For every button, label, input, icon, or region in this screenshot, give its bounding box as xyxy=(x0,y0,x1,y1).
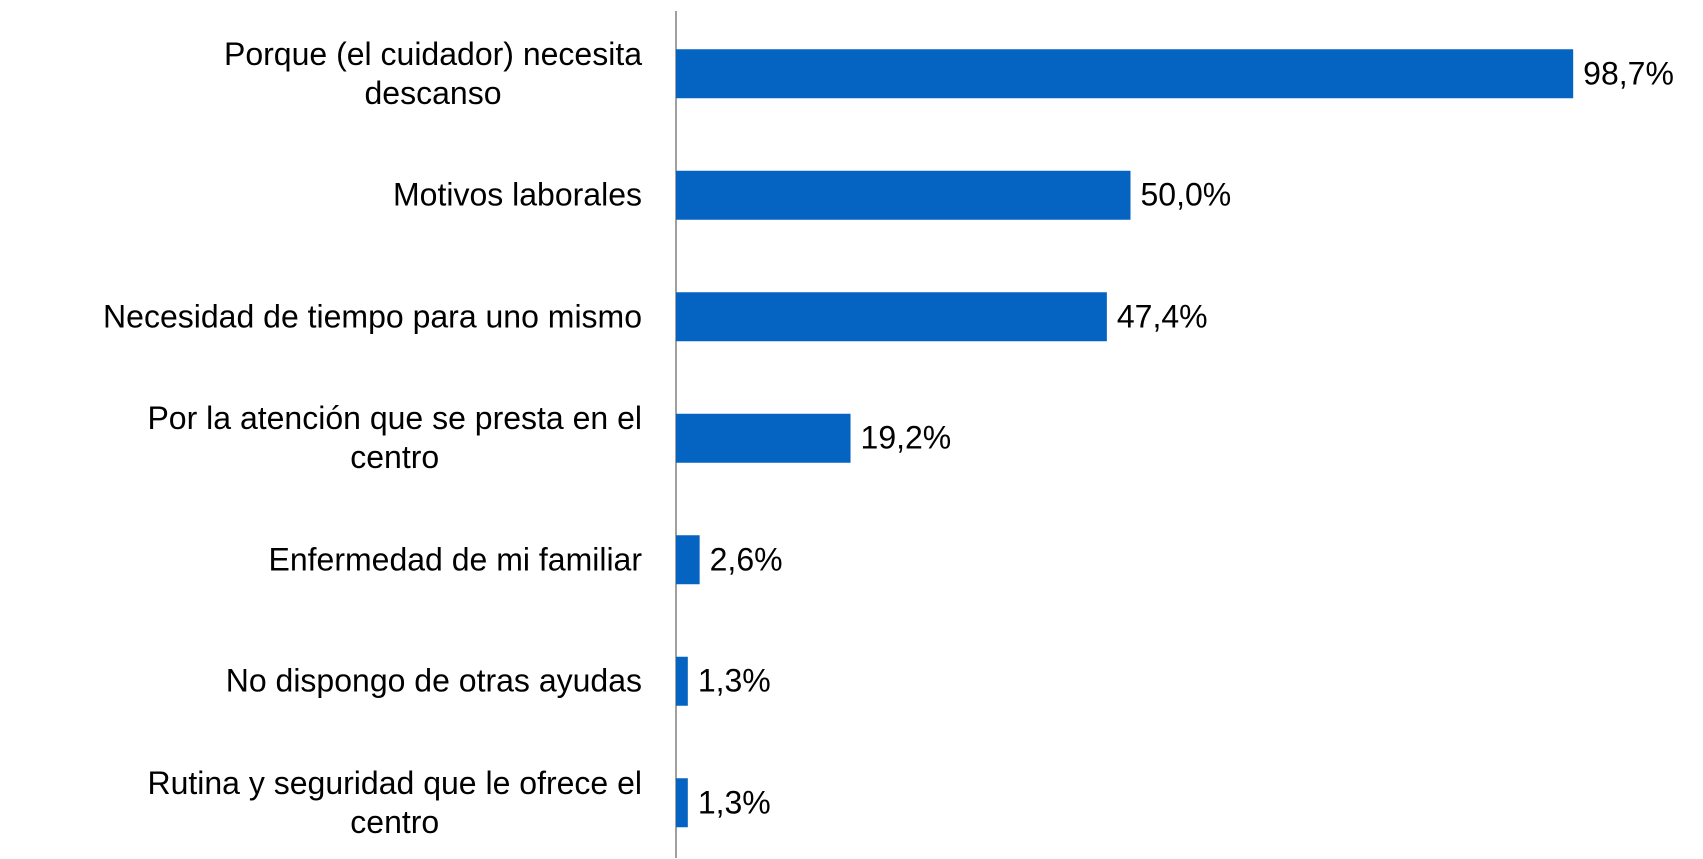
bar xyxy=(676,656,688,706)
value-label: 2,6% xyxy=(709,541,783,578)
bar xyxy=(676,778,688,828)
value-label: 1,3% xyxy=(697,662,771,699)
category-label: No dispongo de otras ayudas xyxy=(225,662,642,699)
bar xyxy=(676,170,1131,220)
category-label: Por la atención que se presta en el cent… xyxy=(147,400,642,476)
bar xyxy=(676,535,700,585)
category-label-box: Porque (el cuidador) necesita descanso xyxy=(0,35,642,113)
category-label-box: Necesidad de tiempo para uno mismo xyxy=(0,297,642,336)
category-label: Porque (el cuidador) necesita descanso xyxy=(223,35,642,111)
bar xyxy=(676,49,1574,99)
category-label-box: Rutina y seguridad que le ofrece el cent… xyxy=(0,764,642,842)
value-label: 50,0% xyxy=(1140,176,1232,213)
category-label-box: Enfermedad de mi familiar xyxy=(0,540,642,579)
value-label: 1,3% xyxy=(697,784,771,821)
bar xyxy=(676,292,1107,342)
bar xyxy=(676,413,851,463)
category-label-box: Por la atención que se presta en el cent… xyxy=(0,399,642,477)
category-label: Motivos laborales xyxy=(393,176,642,213)
category-label-box: Motivos laborales xyxy=(0,176,642,215)
category-label: Necesidad de tiempo para uno mismo xyxy=(103,298,642,335)
category-label: Rutina y seguridad que le ofrece el cent… xyxy=(147,764,642,840)
value-label: 98,7% xyxy=(1583,55,1674,92)
category-label: Enfermedad de mi familiar xyxy=(268,541,642,578)
category-label-box: No dispongo de otras ayudas xyxy=(0,662,642,701)
value-label: 19,2% xyxy=(860,419,952,456)
value-label: 47,4% xyxy=(1116,298,1208,335)
